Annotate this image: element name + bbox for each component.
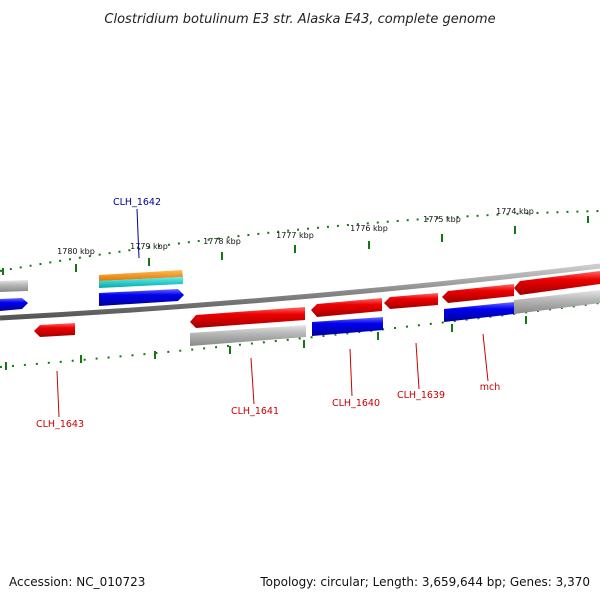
gene-label-CLH_1643[interactable]: CLH_1643 bbox=[36, 419, 84, 430]
gene-label-CLH_1639[interactable]: CLH_1639 bbox=[397, 390, 445, 401]
reverse-features bbox=[34, 290, 600, 346]
inner-tick-ring bbox=[0, 302, 600, 368]
gene-orange-rna[interactable] bbox=[99, 270, 183, 281]
tick-label-1780: 1780 kbp bbox=[57, 247, 95, 256]
tick-label-1775: 1775 kbp bbox=[423, 215, 461, 224]
gene-blue-mch-lower[interactable] bbox=[444, 302, 514, 322]
tick-label-1777: 1777 kbp bbox=[276, 231, 314, 240]
gene-label-CLH_1640[interactable]: CLH_1640 bbox=[332, 398, 380, 409]
tick-label-1778: 1778 kbp bbox=[203, 237, 241, 246]
gene-gray-left-upper[interactable] bbox=[0, 280, 28, 292]
genome-backbone bbox=[0, 263, 600, 321]
gene-CLH_1640-upper[interactable] bbox=[311, 298, 382, 317]
tick-labels: 1780 kbp 1779 kbp 1778 kbp 1777 kbp 1776… bbox=[57, 207, 534, 256]
gene-blue-left[interactable] bbox=[0, 298, 28, 311]
genome-title: Clostridium botulinum E3 str. Alaska E43… bbox=[104, 12, 495, 27]
gene-label-CLH_1642[interactable]: CLH_1642 bbox=[113, 197, 161, 208]
forward-features bbox=[0, 270, 600, 317]
inner-major-ticks bbox=[5, 316, 527, 370]
tick-label-1776: 1776 kbp bbox=[350, 224, 388, 233]
gene-mch[interactable] bbox=[442, 284, 514, 303]
gene-CLH_1642[interactable] bbox=[99, 289, 184, 306]
genome-summary-text: Topology: circular; Length: 3,659,644 bp… bbox=[259, 575, 590, 589]
tick-label-1774: 1774 kbp bbox=[496, 207, 534, 216]
gene-CLH_1643[interactable] bbox=[34, 323, 75, 337]
gene-CLH_1640[interactable] bbox=[312, 317, 383, 336]
gene-gray-right-lower[interactable] bbox=[514, 290, 600, 314]
gene-cyan-rna[interactable] bbox=[99, 277, 183, 288]
gene-CLH_1639[interactable] bbox=[384, 293, 438, 309]
gene-red-right-edge[interactable] bbox=[514, 271, 600, 295]
gene-CLH_1641[interactable] bbox=[190, 307, 305, 328]
label-connectors bbox=[56, 208, 489, 418]
outer-major-ticks bbox=[2, 216, 589, 275]
outer-tick-ring bbox=[0, 210, 600, 272]
gene-gray-mid-lower[interactable] bbox=[190, 325, 306, 346]
accession-text: Accession: NC_010723 bbox=[9, 575, 145, 589]
gene-labels: CLH_1642 CLH_1643 CLH_1641 CLH_1640 CLH_… bbox=[36, 197, 500, 430]
gene-label-mch[interactable]: mch bbox=[480, 382, 501, 393]
tick-label-1779: 1779 kbp bbox=[130, 242, 168, 251]
gene-label-CLH_1641[interactable]: CLH_1641 bbox=[231, 406, 279, 417]
